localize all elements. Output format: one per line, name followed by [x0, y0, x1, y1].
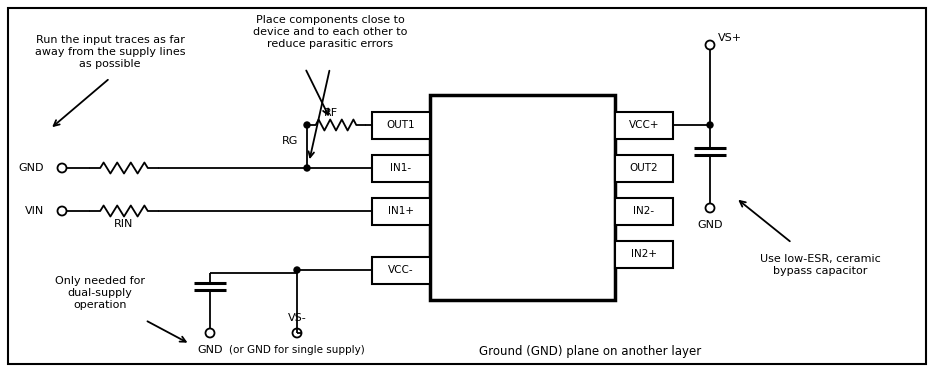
Text: Run the input traces as far
away from the supply lines
as possible: Run the input traces as far away from th…: [35, 36, 185, 68]
Bar: [372, 154, 430, 181]
Bar: [615, 240, 673, 267]
Text: Use low-ESR, ceramic
bypass capacitor: Use low-ESR, ceramic bypass capacitor: [759, 254, 881, 276]
Circle shape: [707, 122, 713, 128]
Text: VCC+: VCC+: [629, 120, 659, 130]
Bar: [615, 154, 673, 181]
Text: IN2+: IN2+: [631, 249, 657, 259]
Text: RG: RG: [282, 136, 298, 146]
Circle shape: [304, 122, 310, 128]
Text: IN1-: IN1-: [390, 163, 412, 173]
Text: Only needed for
dual-supply
operation: Only needed for dual-supply operation: [55, 276, 145, 310]
Text: IN2-: IN2-: [633, 206, 655, 216]
Text: OUT1: OUT1: [387, 120, 416, 130]
Text: IN1+: IN1+: [388, 206, 414, 216]
Text: GND: GND: [19, 163, 44, 173]
Bar: [615, 111, 673, 138]
Bar: [38, 128, 296, 256]
Text: RF: RF: [324, 108, 338, 118]
Bar: [615, 197, 673, 224]
Bar: [372, 257, 430, 283]
Text: Ground (GND) plane on another layer: Ground (GND) plane on another layer: [479, 346, 701, 359]
Circle shape: [304, 165, 310, 171]
Text: VIN: VIN: [24, 206, 44, 216]
Text: GND: GND: [698, 220, 723, 230]
Text: VS-: VS-: [288, 313, 306, 323]
Text: VS+: VS+: [718, 33, 743, 43]
Text: OUT2: OUT2: [630, 163, 658, 173]
Text: VCC-: VCC-: [389, 265, 414, 275]
Bar: [372, 111, 430, 138]
Circle shape: [294, 267, 300, 273]
Bar: [682, 136, 738, 221]
Text: Place components close to
device and to each other to
reduce parasitic errors: Place components close to device and to …: [253, 15, 407, 49]
Text: RIN: RIN: [114, 219, 134, 229]
Text: GND: GND: [197, 345, 222, 355]
Bar: [182, 271, 238, 346]
Text: (or GND for single supply): (or GND for single supply): [229, 345, 365, 355]
Bar: [430, 95, 615, 300]
Bar: [372, 197, 430, 224]
